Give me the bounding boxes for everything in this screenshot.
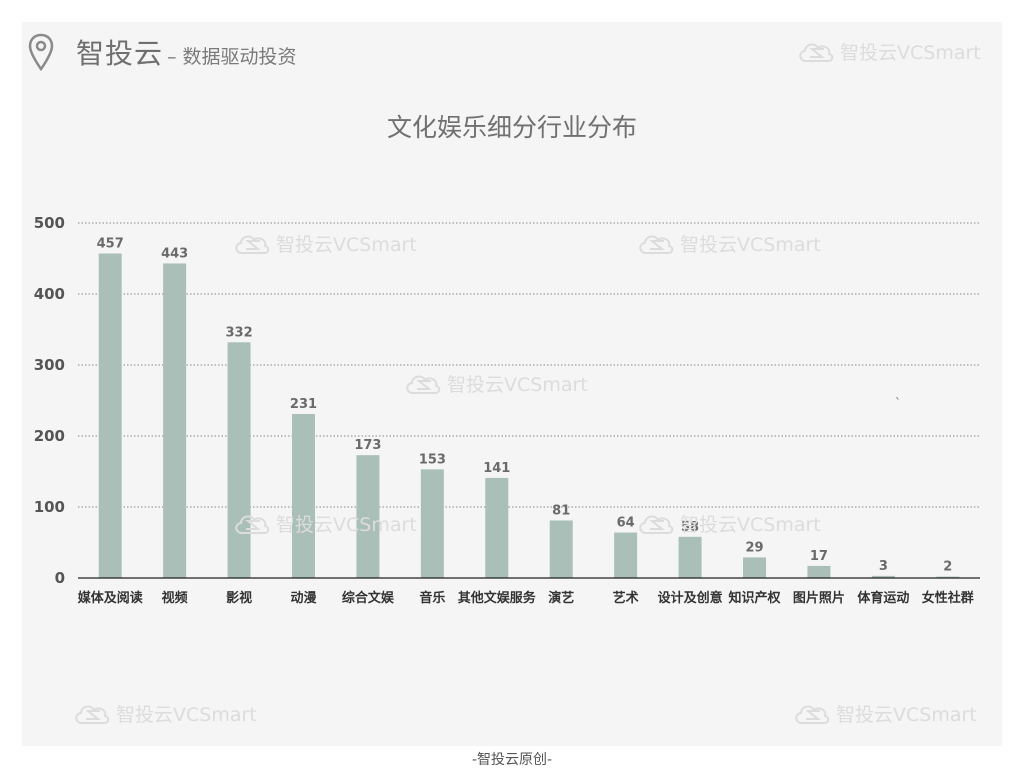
bar [936,576,960,578]
bar [549,520,573,578]
x-tick-label: 影视 [226,590,252,606]
stray-mark: ` [895,396,901,410]
data-label: 153 [419,452,446,467]
data-label: 58 [681,520,699,535]
location-pin-icon [28,33,54,71]
data-label: 29 [745,540,763,555]
bar [807,565,831,578]
watermark: 智投云VCSmart [403,370,588,397]
cloud-logo-icon [235,234,270,254]
bar [743,557,766,578]
x-tick-label: 知识产权 [728,590,781,606]
data-label: 3 [879,559,888,574]
x-tick-label: 综合文娱 [342,590,395,606]
bar [614,532,638,578]
y-tick-label: 0 [55,569,65,587]
cloud-logo-icon [639,514,674,534]
bar [420,469,444,578]
watermark-text: 智投云VCSmart [276,514,417,536]
data-label: 173 [354,438,381,453]
chart-title: 文化娱乐细分行业分布 [386,113,637,142]
watermark: 智投云VCSmart [232,510,417,537]
watermark: 智投云VCSmart [792,700,977,727]
x-tick-label: 动漫 [290,590,316,606]
y-tick-label: 300 [34,356,65,374]
data-label: 17 [810,549,828,564]
footer-credit: -智投云原创- [471,752,553,768]
x-tick-label: 视频 [162,590,188,606]
data-label: 332 [226,325,253,340]
cloud-logo-icon [406,374,441,394]
cloud-logo-icon [799,42,834,62]
brand-name: 智投云 [76,37,164,70]
watermark: 智投云VCSmart [796,38,981,65]
data-label: 231 [290,397,317,412]
watermark-text: 智投云VCSmart [276,234,417,256]
x-tick-label: 音乐 [419,590,445,606]
cloud-logo-icon [639,234,674,254]
watermark-text: 智投云VCSmart [116,704,257,726]
x-tick-label: 设计及创意 [658,590,723,606]
x-tick-label: 体育运动 [857,590,909,606]
x-tick-label: 女性社群 [922,590,974,606]
bar [98,253,122,578]
bar [356,455,380,578]
y-tick-label: 100 [34,498,65,516]
watermark-text: 智投云VCSmart [447,374,588,396]
watermark: 智投云VCSmart [232,230,417,257]
x-tick-label: 其他文娱服务 [458,590,537,606]
data-label: 64 [617,516,635,531]
cloud-logo-icon [795,704,830,724]
x-tick-label: 图片照片 [793,590,845,606]
bar [292,413,315,578]
watermark-text: 智投云VCSmart [840,42,981,64]
watermark: 智投云VCSmart [636,510,821,537]
x-tick-label: 艺术 [613,590,639,606]
x-tick-label: 演艺 [548,590,574,606]
watermark: 智投云VCSmart [72,700,257,727]
bar [871,575,895,578]
y-tick-label: 500 [34,214,65,232]
bar [227,342,251,578]
watermark-text: 智投云VCSmart [680,514,821,536]
y-tick-label: 400 [34,285,65,303]
watermark-text: 智投云VCSmart [836,704,977,726]
bar [163,263,187,578]
bar [678,536,702,578]
cloud-logo-icon [235,514,270,534]
data-label: 141 [483,461,510,476]
y-tick-label: 200 [34,427,65,445]
data-label: 81 [552,503,570,518]
data-label: 457 [97,237,124,252]
bar [485,477,509,578]
brand-header: 智投云 – 数据驱动投资 [28,32,297,72]
watermark-text: 智投云VCSmart [680,234,821,256]
data-label: 2 [943,560,952,575]
brand-slogan: – 数据驱动投资 [167,45,297,68]
watermark: 智投云VCSmart [636,230,821,257]
x-tick-label: 媒体及阅读 [78,590,143,606]
data-label: 443 [161,246,188,261]
cloud-logo-icon [75,704,110,724]
